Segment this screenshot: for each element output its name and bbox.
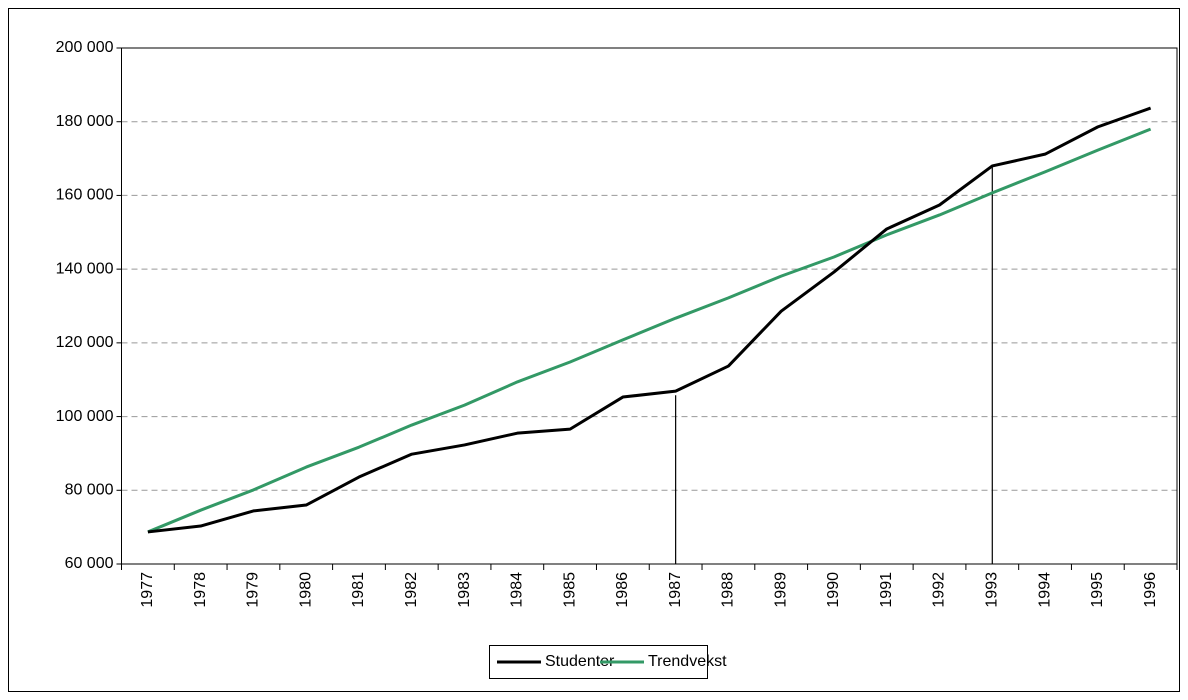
x-tick-label: 1988 (720, 572, 737, 608)
x-tick-label: 1994 (1036, 572, 1053, 608)
legend-label: Trendvekst (648, 653, 727, 670)
x-tick-label: 1977 (139, 572, 156, 608)
x-tick-label: 1983 (456, 572, 473, 608)
y-tick-label: 200 000 (56, 39, 114, 56)
y-tick-label: 80 000 (65, 482, 114, 499)
chart-frame (8, 8, 1180, 692)
x-tick-label: 1986 (614, 572, 631, 608)
x-tick-label: 1981 (350, 572, 367, 608)
series-line (147, 127, 1152, 534)
y-tick-label: 180 000 (56, 113, 114, 130)
x-tick-label: 1996 (1142, 572, 1159, 608)
x-tick-label: 1995 (1089, 572, 1106, 608)
y-tick-label: 100 000 (56, 408, 114, 425)
x-tick-label: 1989 (772, 572, 789, 608)
x-tick-label: 1992 (931, 572, 948, 608)
y-tick-label: 160 000 (56, 187, 114, 204)
legend-label: Studenter (545, 653, 615, 670)
y-tick-label: 140 000 (56, 260, 114, 277)
x-tick-label: 1980 (297, 572, 314, 608)
y-tick-label: 120 000 (56, 334, 114, 351)
x-tick-label: 1978 (192, 572, 209, 608)
x-tick-label: 1987 (667, 572, 684, 608)
y-tick-label: 60 000 (65, 555, 114, 572)
x-tick-label: 1982 (403, 572, 420, 608)
x-tick-label: 1984 (509, 572, 526, 608)
x-tick-label: 1990 (825, 572, 842, 608)
x-tick-label: 1979 (245, 572, 262, 608)
x-tick-label: 1993 (984, 572, 1001, 608)
x-tick-label: 1985 (561, 572, 578, 608)
series-line (147, 106, 1152, 534)
x-tick-label: 1991 (878, 572, 895, 608)
